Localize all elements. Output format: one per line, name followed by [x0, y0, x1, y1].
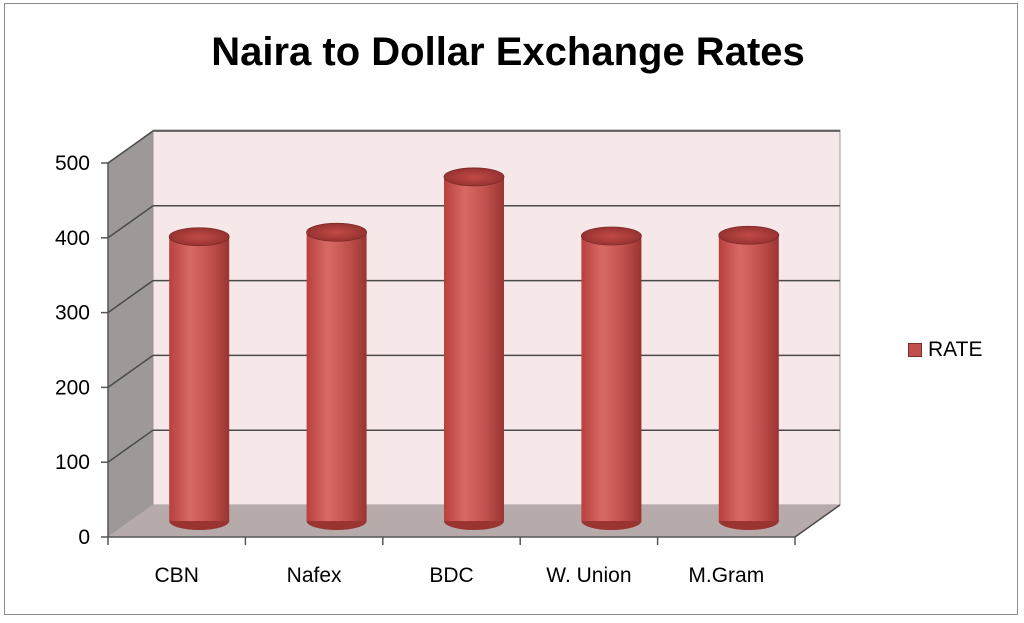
side-gridline	[107, 429, 154, 463]
side-gridline	[107, 205, 154, 239]
side-gridline	[107, 130, 154, 164]
floor-edge	[794, 504, 841, 538]
legend-swatch-rate	[908, 343, 922, 357]
y-tick-label: 100	[55, 451, 90, 474]
y-tick-label: 400	[55, 227, 90, 250]
bar-top	[581, 226, 642, 246]
y-tick-label: 0	[78, 526, 90, 549]
bar-body	[718, 235, 779, 521]
bar	[168, 227, 230, 530]
side-gridline	[107, 279, 154, 314]
bar-body	[169, 236, 230, 521]
x-tick-label: BDC	[429, 564, 473, 587]
bar-top	[306, 222, 368, 242]
legend: RATE	[908, 338, 982, 362]
x-tick-label: M.Gram	[688, 564, 764, 587]
x-tick-label: CBN	[155, 564, 199, 587]
x-tick-label: W. Union	[546, 564, 631, 587]
bar	[306, 222, 368, 530]
side-gridline	[107, 354, 154, 389]
x-tick-label: Nafex	[287, 564, 342, 587]
legend-label-rate: RATE	[928, 338, 983, 361]
side-wall	[108, 130, 153, 537]
y-tick-label: 300	[55, 302, 90, 325]
bar-top	[718, 225, 780, 245]
bar	[718, 225, 780, 530]
y-tick-label: 500	[55, 152, 90, 175]
chart-title: Naira to Dollar Exchange Rates	[211, 30, 805, 74]
y-tick-label: 200	[55, 376, 90, 399]
bar	[581, 226, 642, 530]
bar-body	[581, 236, 642, 521]
bar-top	[168, 227, 230, 247]
bar-body	[444, 176, 504, 522]
bar-body	[306, 232, 367, 521]
bar	[443, 167, 505, 530]
bar-top	[443, 167, 505, 187]
